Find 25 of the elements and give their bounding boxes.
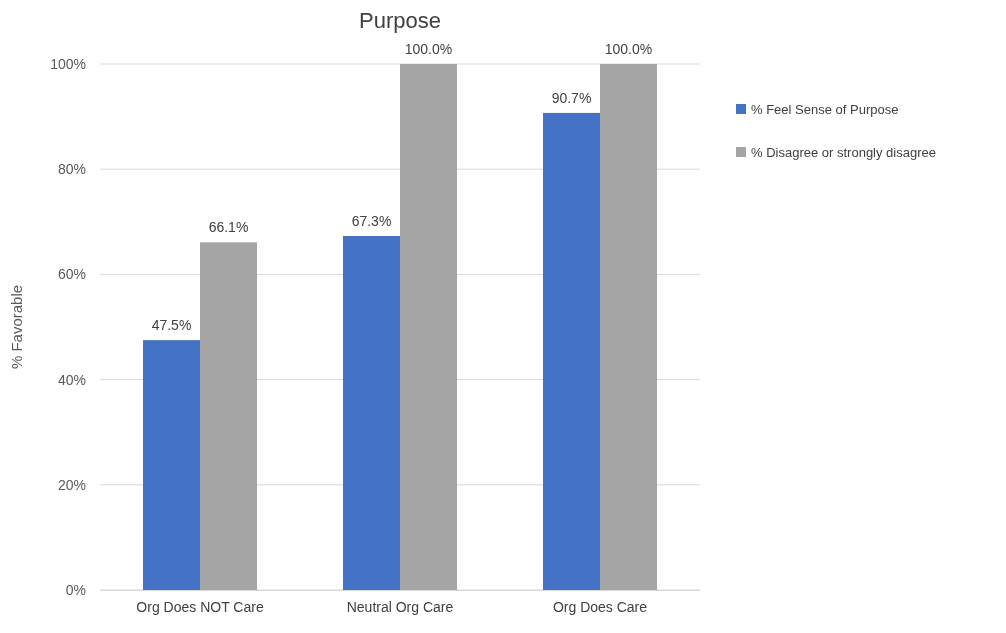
data-label: 100.0%: [404, 41, 453, 57]
bar: [200, 242, 257, 590]
data-label: 100.0%: [604, 41, 653, 57]
bar: [343, 236, 400, 590]
y-tick-label: 20%: [57, 476, 86, 493]
bar: [400, 64, 457, 590]
legend-label: % Disagree or strongly disagree: [751, 145, 936, 160]
legend-label: % Feel Sense of Purpose: [751, 102, 899, 117]
bar: [543, 112, 600, 590]
chart-title: Purpose: [359, 8, 441, 33]
y-tick-label: 100%: [50, 55, 86, 72]
data-label: 47.5%: [151, 317, 192, 334]
bar: [143, 340, 200, 590]
x-tick-label: Org Does NOT Care: [136, 598, 264, 615]
y-tick-label: 40%: [57, 371, 86, 388]
y-axis-title: % Favorable: [8, 284, 25, 370]
y-tick-label: 0%: [65, 581, 86, 598]
x-tick-label: Org Does Care: [552, 598, 648, 615]
bar: [600, 64, 657, 590]
data-label: 66.1%: [208, 219, 249, 236]
data-label: 67.3%: [351, 213, 392, 229]
x-tick-label: Neutral Org Care: [346, 598, 454, 615]
y-tick-label: 60%: [57, 266, 86, 283]
data-label: 90.7%: [551, 89, 592, 106]
y-tick-label: 80%: [57, 161, 86, 178]
